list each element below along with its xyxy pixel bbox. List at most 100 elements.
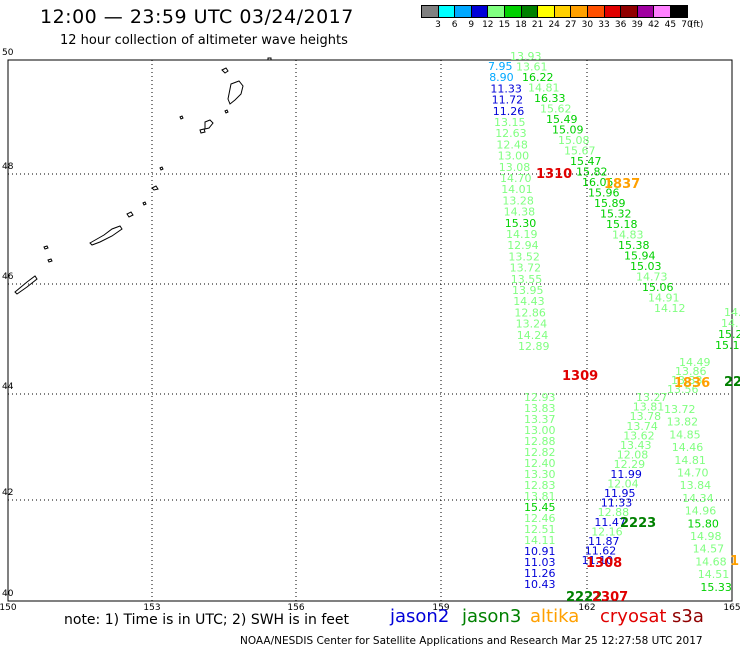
legend-unit: (ft) (689, 20, 704, 30)
lon-label: 159 (432, 603, 450, 613)
coastline-island (179, 115, 184, 120)
track-id-label: 2222 (566, 590, 602, 605)
lat-label: 42 (2, 488, 14, 498)
wave-height-label: 14.70 (677, 467, 709, 480)
wave-height-label: 12.40 (524, 457, 556, 470)
wave-height-label: 14.51 (698, 568, 730, 581)
wave-height-label: 12.04 (607, 477, 639, 490)
track-id-label: 1836 (674, 376, 710, 391)
wave-height-label: 14.49 (679, 356, 711, 369)
wave-height-label: 13.00 (524, 424, 556, 437)
wave-height-label: 14.46 (672, 441, 704, 454)
lon-label: 156 (287, 603, 305, 613)
wave-height-label: 14.57 (693, 543, 725, 556)
legend-label: 39 (631, 20, 643, 30)
wave-height-label: 11.95 (604, 487, 636, 500)
wave-height-label: 15.94 (624, 250, 656, 263)
lon-label: 153 (143, 603, 161, 613)
coastline-island (221, 67, 229, 74)
lon-label: 150 (0, 603, 17, 613)
wave-height-label: 15.30 (505, 217, 537, 230)
coastline-island (267, 57, 272, 61)
wave-height-label: 12.94 (507, 239, 539, 252)
wave-height-label: 15.96 (588, 187, 620, 200)
wave-height-label: 15.10 (715, 339, 740, 352)
wave-height-label: 11.33 (601, 497, 633, 510)
satellite-name: s3a (672, 606, 704, 627)
wave-height-label: 15.18 (606, 218, 638, 231)
wave-height-label: 11.99 (610, 468, 642, 481)
track-id-label: 2223 (620, 516, 656, 531)
wave-height-label: 12.08 (617, 449, 649, 462)
legend-label: 9 (468, 20, 475, 30)
wave-height-label: 13.78 (630, 410, 662, 423)
wave-height-label: 15.49 (546, 113, 578, 126)
wave-height-label: 13.95 (512, 284, 544, 297)
wave-height-label: 14.43 (513, 295, 545, 308)
legend-label: 70 (681, 20, 693, 30)
lat-label: 50 (2, 48, 14, 58)
wave-height-label: 12.83 (524, 479, 556, 492)
wave-height-label: 10.91 (524, 545, 556, 558)
wave-height-label: 15.62 (540, 103, 572, 116)
wave-height-label: 15.67 (564, 145, 596, 158)
legend-label: 21 (531, 20, 544, 30)
wave-height-label: 12.48 (496, 138, 528, 151)
wave-height-label: 13.82 (667, 416, 699, 429)
wave-height-label: 15.03 (630, 260, 662, 273)
coastline-island (199, 128, 206, 134)
wave-height-label: 14.12 (654, 302, 686, 315)
wave-height-label: 11.03 (524, 556, 556, 569)
wave-height-label: 14.24 (517, 329, 549, 342)
wave-height-label: 13.52 (508, 250, 540, 263)
lat-label: 40 (2, 589, 14, 599)
coastline-island (204, 119, 214, 130)
wave-height-label: 14.11 (524, 534, 556, 547)
wave-height-label: 11.47 (594, 516, 626, 529)
wave-height-label: 11.62 (585, 545, 617, 558)
track-id-label: 2307 (592, 590, 628, 605)
lat-label: 44 (2, 382, 14, 392)
wave-height-label: 15.33 (700, 581, 732, 594)
wave-height-label: 16.05 (582, 176, 614, 189)
wave-height-label: 12.86 (514, 306, 546, 319)
wave-height-label: 11.72 (492, 94, 523, 107)
track-id-label: 12 (730, 554, 740, 569)
wave-height-label: 12.93 (524, 391, 556, 404)
credit-line: NOAA/NESDIS Center for Satellite Applica… (240, 635, 703, 647)
wave-height-label: 13.33 (671, 374, 703, 387)
legend-label: 27 (565, 20, 577, 30)
wave-height-label: 14.19 (506, 228, 538, 241)
coastline-island (47, 258, 53, 263)
wave-height-label: 14.70 (500, 172, 532, 185)
coastline-island (89, 225, 123, 246)
lon-label: 165 (723, 603, 740, 613)
color-legend: 3 6 9 12 15 18 21 24 27 30 33 36 39 42 45 70 (ft) (421, 5, 703, 32)
wave-height-label: 13.81 (524, 490, 556, 503)
wave-height-label: 14.38 (504, 206, 535, 219)
wave-height-label: 13.24 (516, 318, 548, 331)
legend-label: 33 (598, 20, 610, 30)
wave-height-label: 13.37 (524, 413, 556, 426)
wave-height-label: 13.74 (626, 420, 658, 433)
track-id-label: 22 (724, 375, 740, 390)
legend-swatches (421, 5, 688, 18)
wave-height-label: 15.80 (687, 517, 719, 530)
wave-height-label: 15.2 (718, 328, 740, 341)
legend-label: 42 (648, 20, 660, 30)
legend-label: 24 (548, 20, 560, 30)
wave-height-label: 15.47 (570, 155, 602, 168)
wave-height-label: 14.91 (648, 292, 680, 305)
wave-height-label: 14.34 (682, 492, 714, 505)
legend-label: 12 (482, 20, 494, 30)
wave-height-label: 15.82 (576, 166, 608, 179)
wave-height-label: 16.22 (522, 71, 554, 84)
legend-label: 3 (435, 20, 441, 30)
wave-height-label: 13.55 (511, 273, 543, 286)
wave-height-label: 13.81 (633, 401, 665, 414)
wave-height-label: 13.72 (664, 403, 696, 416)
track-id-label: 1837 (604, 177, 640, 192)
lon-label: 162 (578, 603, 596, 613)
satellite-name: jason2 (390, 606, 450, 627)
wave-height-label: 11.33 (490, 82, 522, 95)
